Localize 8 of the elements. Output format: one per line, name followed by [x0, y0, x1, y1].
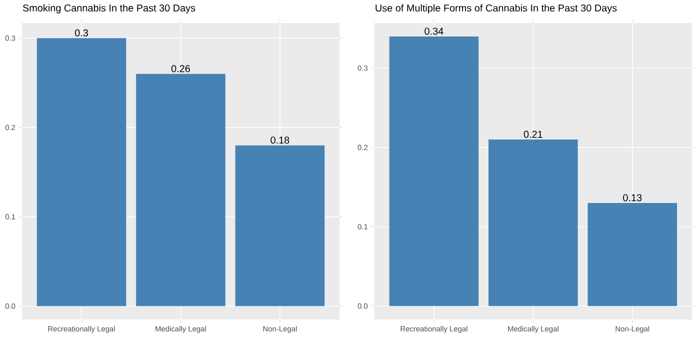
data-label: 0.13 — [623, 194, 642, 202]
data-label: 0.18 — [270, 136, 290, 144]
data-label: 0.26 — [171, 64, 190, 72]
chart-title: Use of Multiple Forms of Cannabis In the Past 30 Days — [376, 4, 617, 14]
data-label: 0.34 — [424, 27, 444, 35]
chart-title: Smoking Cannabis In the Past 30 Days — [22, 4, 196, 14]
data-label: 0.21 — [524, 130, 542, 138]
data-label: 0.3 — [74, 29, 88, 36]
